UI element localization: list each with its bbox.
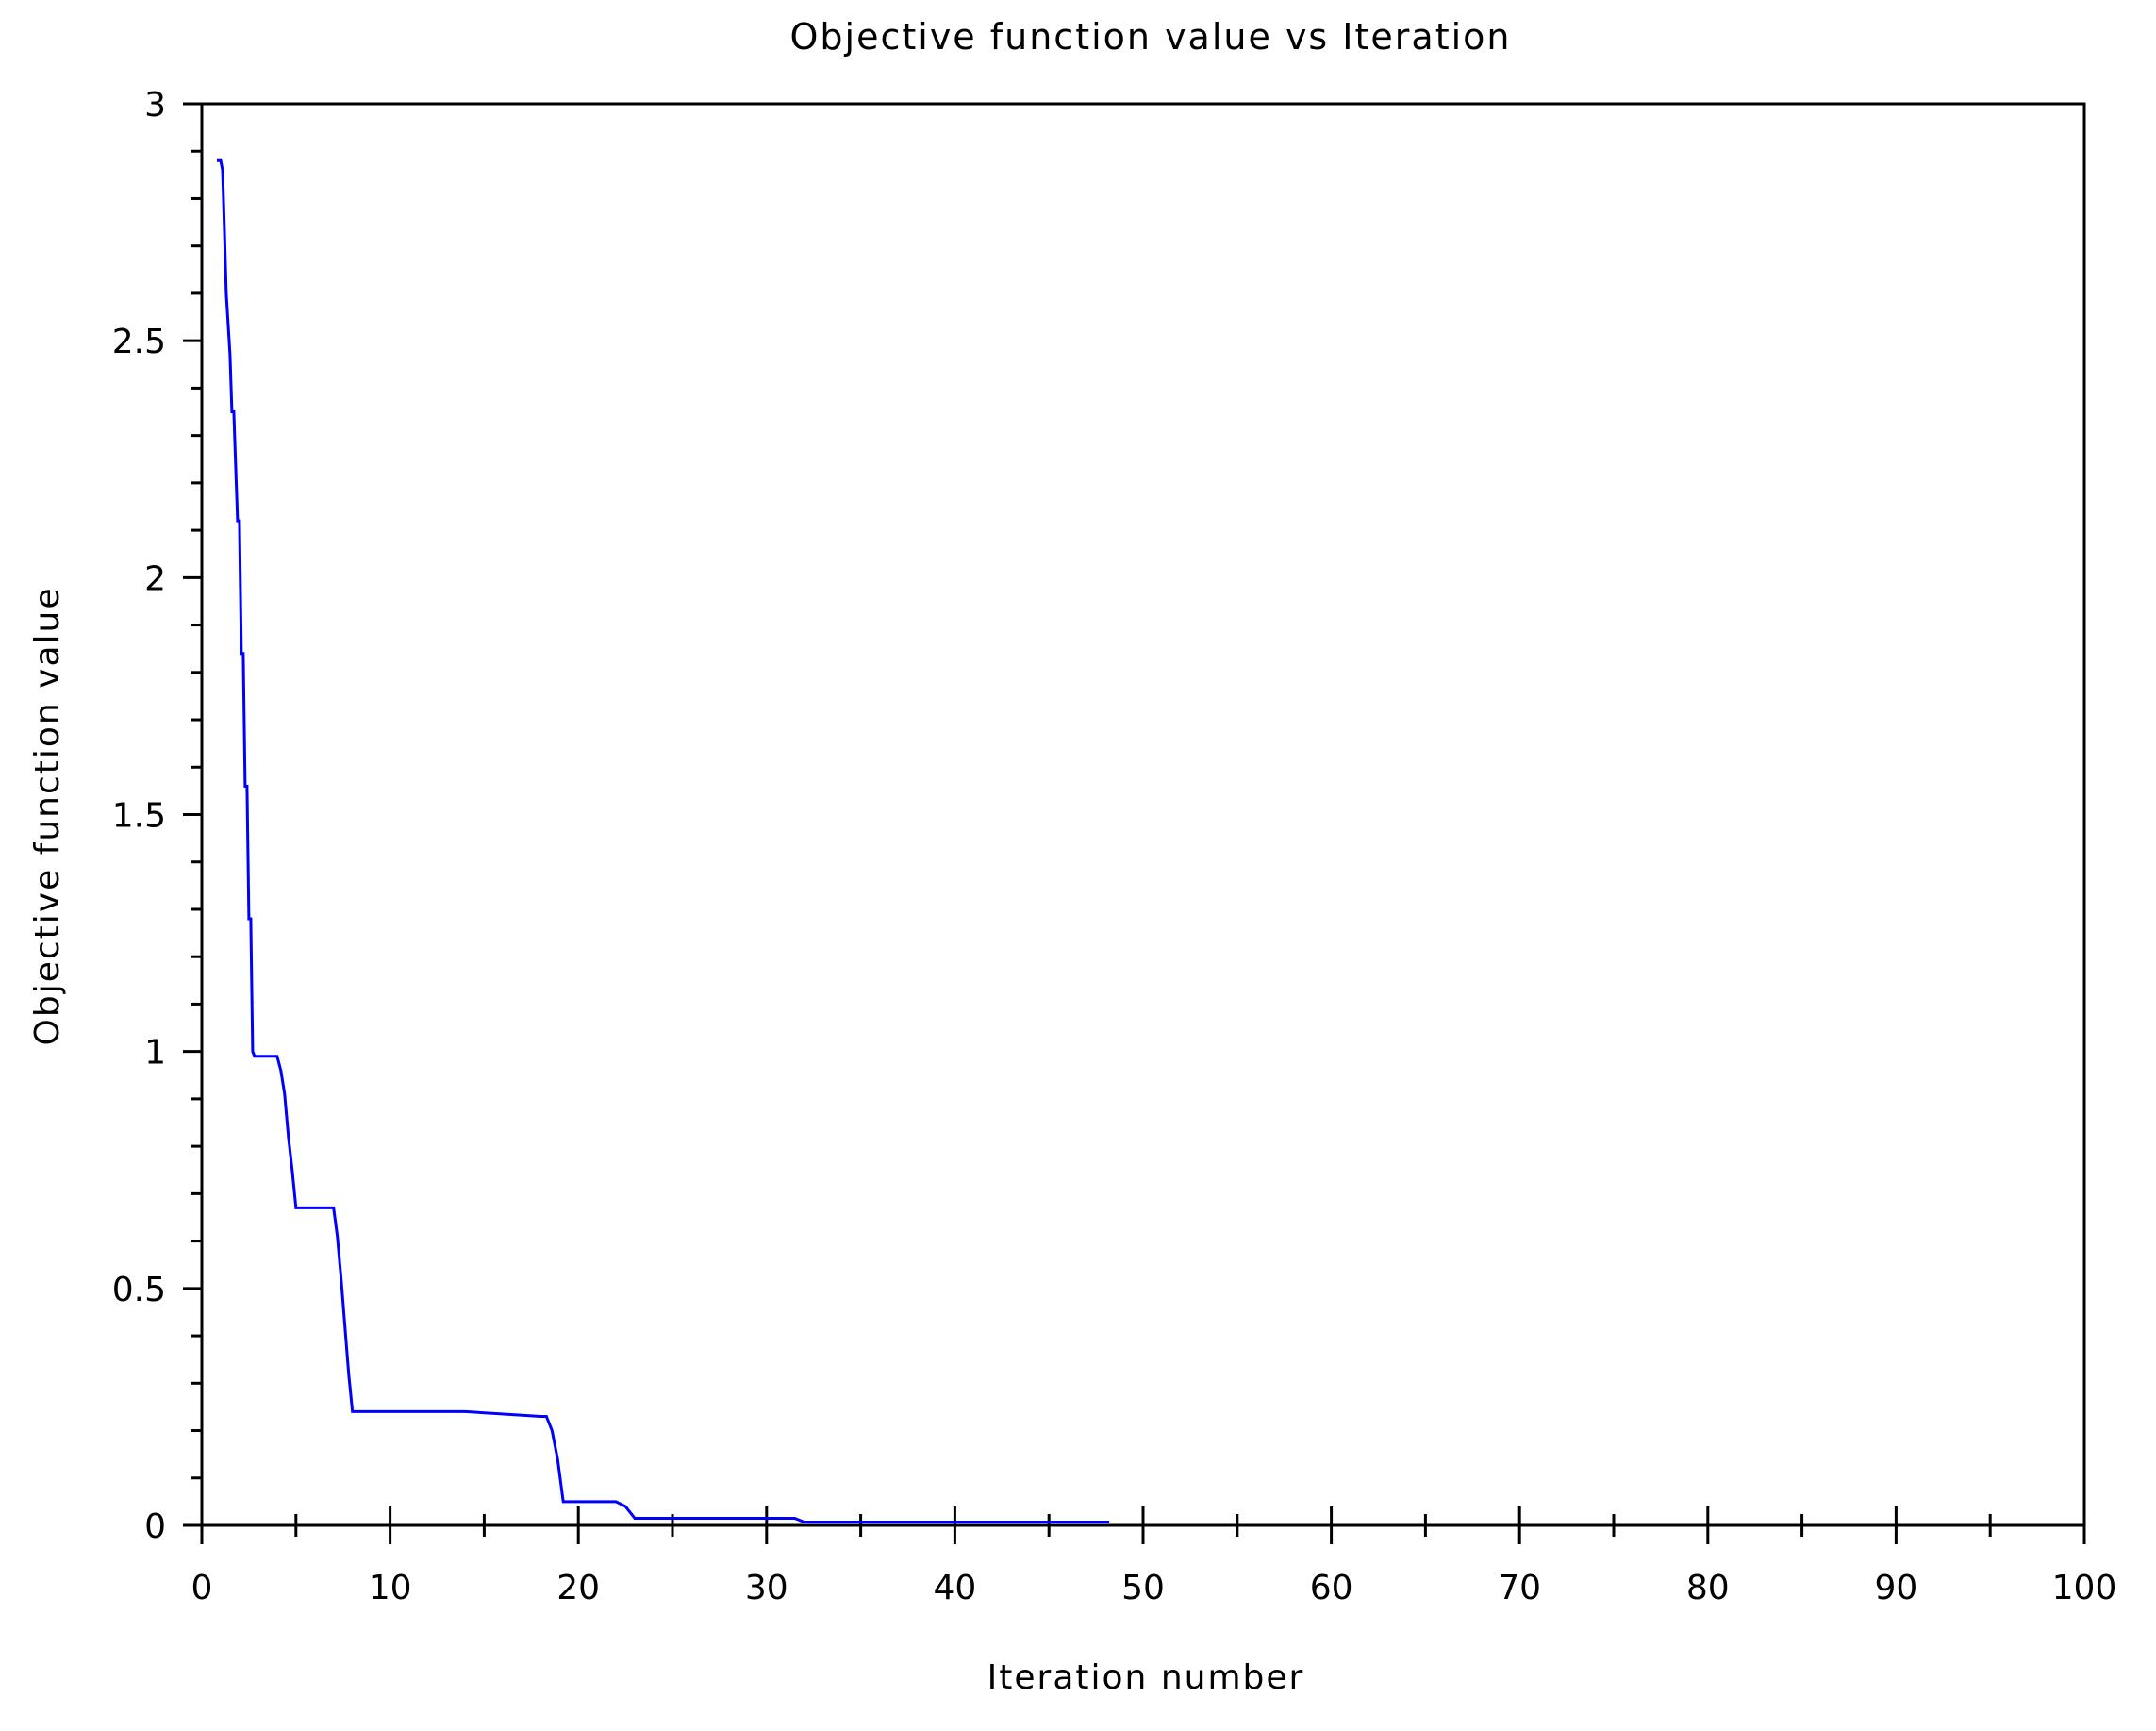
x-tick-label: 20 [556, 1569, 600, 1607]
x-tick-label: 70 [1498, 1569, 1541, 1607]
y-tick-label: 0 [144, 1507, 166, 1546]
x-tick-label: 0 [191, 1569, 213, 1607]
y-tick-label: 3 [144, 86, 166, 125]
x-axis-ticks: 0 10 20 30 40 50 60 70 80 90 100 [191, 1506, 2117, 1607]
series-group [217, 158, 1110, 1523]
x-tick-label: 10 [369, 1569, 412, 1607]
y-tick-label: 0.5 [112, 1271, 166, 1309]
y-axis-label: Objective function value [28, 587, 67, 1046]
y-axis-ticks: 0 0.5 1 1.5 2 2.5 3 [112, 86, 202, 1546]
x-tick-label: 50 [1121, 1569, 1165, 1607]
x-tick-label: 90 [1874, 1569, 1917, 1607]
y-tick-label: 1 [144, 1034, 166, 1073]
series-line-1 [217, 158, 1110, 1523]
y-tick-label: 1.5 [112, 797, 166, 836]
y-tick-label: 2.5 [112, 323, 166, 361]
x-tick-label: 30 [745, 1569, 788, 1607]
plot-area-frame [200, 102, 2086, 1527]
y-tick-label: 2 [144, 559, 166, 598]
x-tick-label: 40 [933, 1569, 976, 1607]
x-tick-label: 100 [2052, 1569, 2117, 1607]
x-tick-label: 60 [1310, 1569, 1353, 1607]
x-tick-label: 80 [1686, 1569, 1730, 1607]
chart-title: Objective function value vs Iteration [790, 16, 1512, 58]
x-axis-label: Iteration number [987, 1658, 1305, 1697]
